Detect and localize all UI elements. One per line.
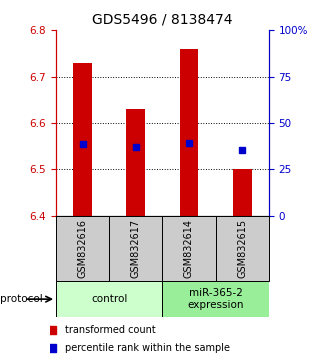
Bar — [109, 216, 162, 281]
Bar — [73, 63, 92, 216]
Bar — [56, 216, 109, 281]
Text: control: control — [91, 294, 127, 304]
Text: GSM832614: GSM832614 — [184, 219, 194, 278]
Bar — [56, 281, 163, 317]
Bar — [163, 216, 216, 281]
Text: GSM832616: GSM832616 — [77, 219, 88, 278]
Text: GSM832615: GSM832615 — [237, 219, 247, 278]
Bar — [126, 109, 145, 216]
Bar — [180, 49, 198, 216]
Text: miR-365-2
expression: miR-365-2 expression — [187, 288, 244, 310]
Bar — [233, 170, 252, 216]
Text: GSM832617: GSM832617 — [131, 219, 141, 278]
Bar — [163, 281, 269, 317]
Title: GDS5496 / 8138474: GDS5496 / 8138474 — [92, 12, 233, 26]
Text: percentile rank within the sample: percentile rank within the sample — [65, 343, 230, 353]
Text: transformed count: transformed count — [65, 325, 156, 335]
Text: protocol: protocol — [0, 294, 43, 304]
Bar — [216, 216, 269, 281]
